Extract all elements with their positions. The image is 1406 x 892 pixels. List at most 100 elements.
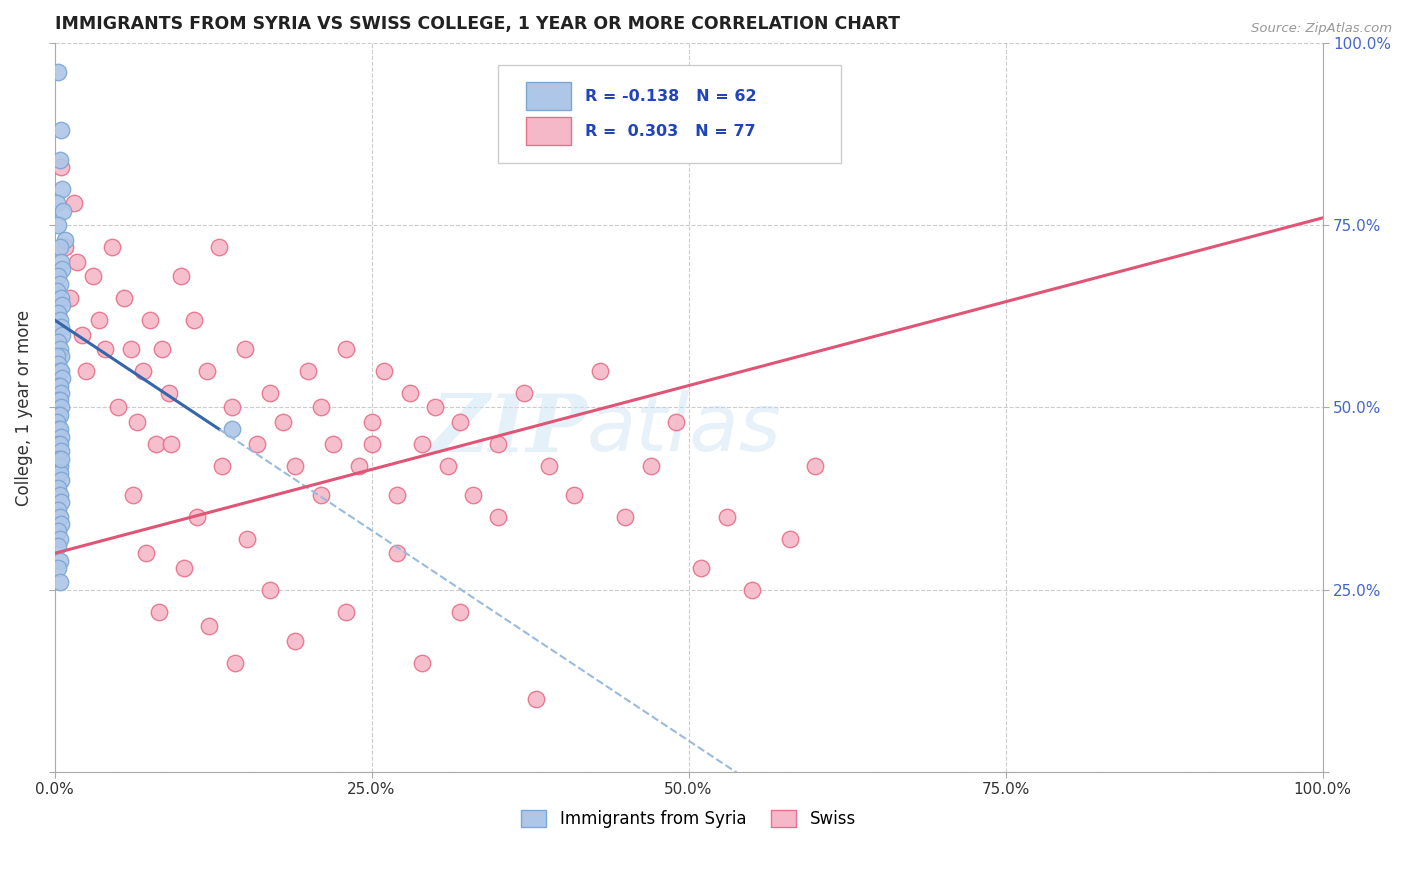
Point [46, 481, 69, 495]
Point [48, 437, 70, 451]
Point [48, 509, 70, 524]
Point [46, 196, 69, 211]
Point [75, 364, 97, 378]
Point [48, 575, 70, 590]
Point [690, 561, 713, 575]
Point [48, 277, 70, 291]
Point [48, 532, 70, 546]
Point [233, 342, 256, 356]
Point [53, 233, 76, 247]
Point [49, 495, 72, 509]
Point [59, 291, 82, 305]
Point [49, 320, 72, 334]
Point [564, 488, 586, 502]
Point [49, 364, 72, 378]
Point [107, 401, 129, 415]
Point [373, 364, 395, 378]
Point [48, 408, 70, 422]
Point [665, 415, 688, 429]
Point [335, 342, 357, 356]
Point [48, 153, 70, 167]
Point [48, 240, 70, 254]
Point [183, 313, 205, 327]
Point [259, 582, 281, 597]
Point [49, 350, 72, 364]
Point [48, 458, 70, 473]
Point [46, 350, 69, 364]
Point [51, 298, 73, 312]
Point [461, 488, 484, 502]
Point [198, 619, 221, 633]
Point [46, 539, 69, 553]
Point [195, 364, 218, 378]
Point [46, 269, 69, 284]
Point [46, 284, 69, 298]
Point [49, 444, 72, 458]
Point [66, 254, 89, 268]
Point [360, 415, 382, 429]
Point [46, 334, 69, 349]
Point [48, 364, 70, 378]
Point [62, 196, 84, 211]
Text: R = -0.138   N = 62: R = -0.138 N = 62 [585, 88, 756, 103]
Point [46, 561, 69, 575]
Point [46, 306, 69, 320]
Point [150, 342, 173, 356]
Point [46, 218, 69, 232]
Point [436, 458, 458, 473]
Point [49, 401, 72, 415]
Point [46, 65, 69, 79]
Point [224, 656, 246, 670]
Point [716, 509, 738, 524]
Point [49, 517, 72, 532]
Point [48, 313, 70, 327]
Point [51, 261, 73, 276]
Point [385, 546, 408, 560]
Point [423, 401, 446, 415]
Point [46, 357, 69, 371]
Point [246, 437, 269, 451]
Point [411, 656, 433, 670]
Point [120, 342, 142, 356]
Point [449, 415, 471, 429]
Point [284, 633, 307, 648]
Point [46, 466, 69, 480]
Point [46, 422, 69, 436]
Point [48, 393, 70, 408]
Point [49, 474, 72, 488]
Point [186, 509, 208, 524]
Point [46, 437, 69, 451]
Text: Source: ZipAtlas.com: Source: ZipAtlas.com [1251, 22, 1392, 36]
Point [48, 422, 70, 436]
Point [614, 509, 637, 524]
Point [208, 240, 231, 254]
Point [48, 342, 70, 356]
Point [46, 393, 69, 408]
Point [486, 509, 509, 524]
Text: atlas: atlas [588, 391, 782, 468]
Point [173, 561, 195, 575]
Point [53, 240, 76, 254]
Point [221, 422, 243, 436]
Point [82, 269, 104, 284]
Point [49, 254, 72, 268]
Point [94, 342, 117, 356]
Point [135, 546, 157, 560]
Point [46, 415, 69, 429]
Point [48, 466, 70, 480]
Text: ZIP: ZIP [430, 391, 588, 468]
Point [46, 502, 69, 516]
Point [221, 401, 243, 415]
Point [741, 582, 763, 597]
Point [122, 488, 145, 502]
Point [100, 240, 122, 254]
Point [49, 160, 72, 174]
Point [486, 437, 509, 451]
Point [87, 313, 110, 327]
Point [589, 364, 612, 378]
Point [398, 385, 420, 400]
Point [49, 291, 72, 305]
Point [259, 385, 281, 400]
Point [48, 488, 70, 502]
Point [512, 385, 534, 400]
